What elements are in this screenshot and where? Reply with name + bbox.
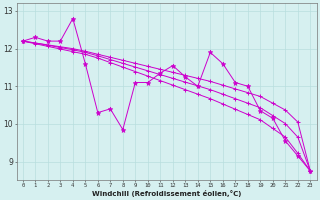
X-axis label: Windchill (Refroidissement éolien,°C): Windchill (Refroidissement éolien,°C) [92,190,241,197]
